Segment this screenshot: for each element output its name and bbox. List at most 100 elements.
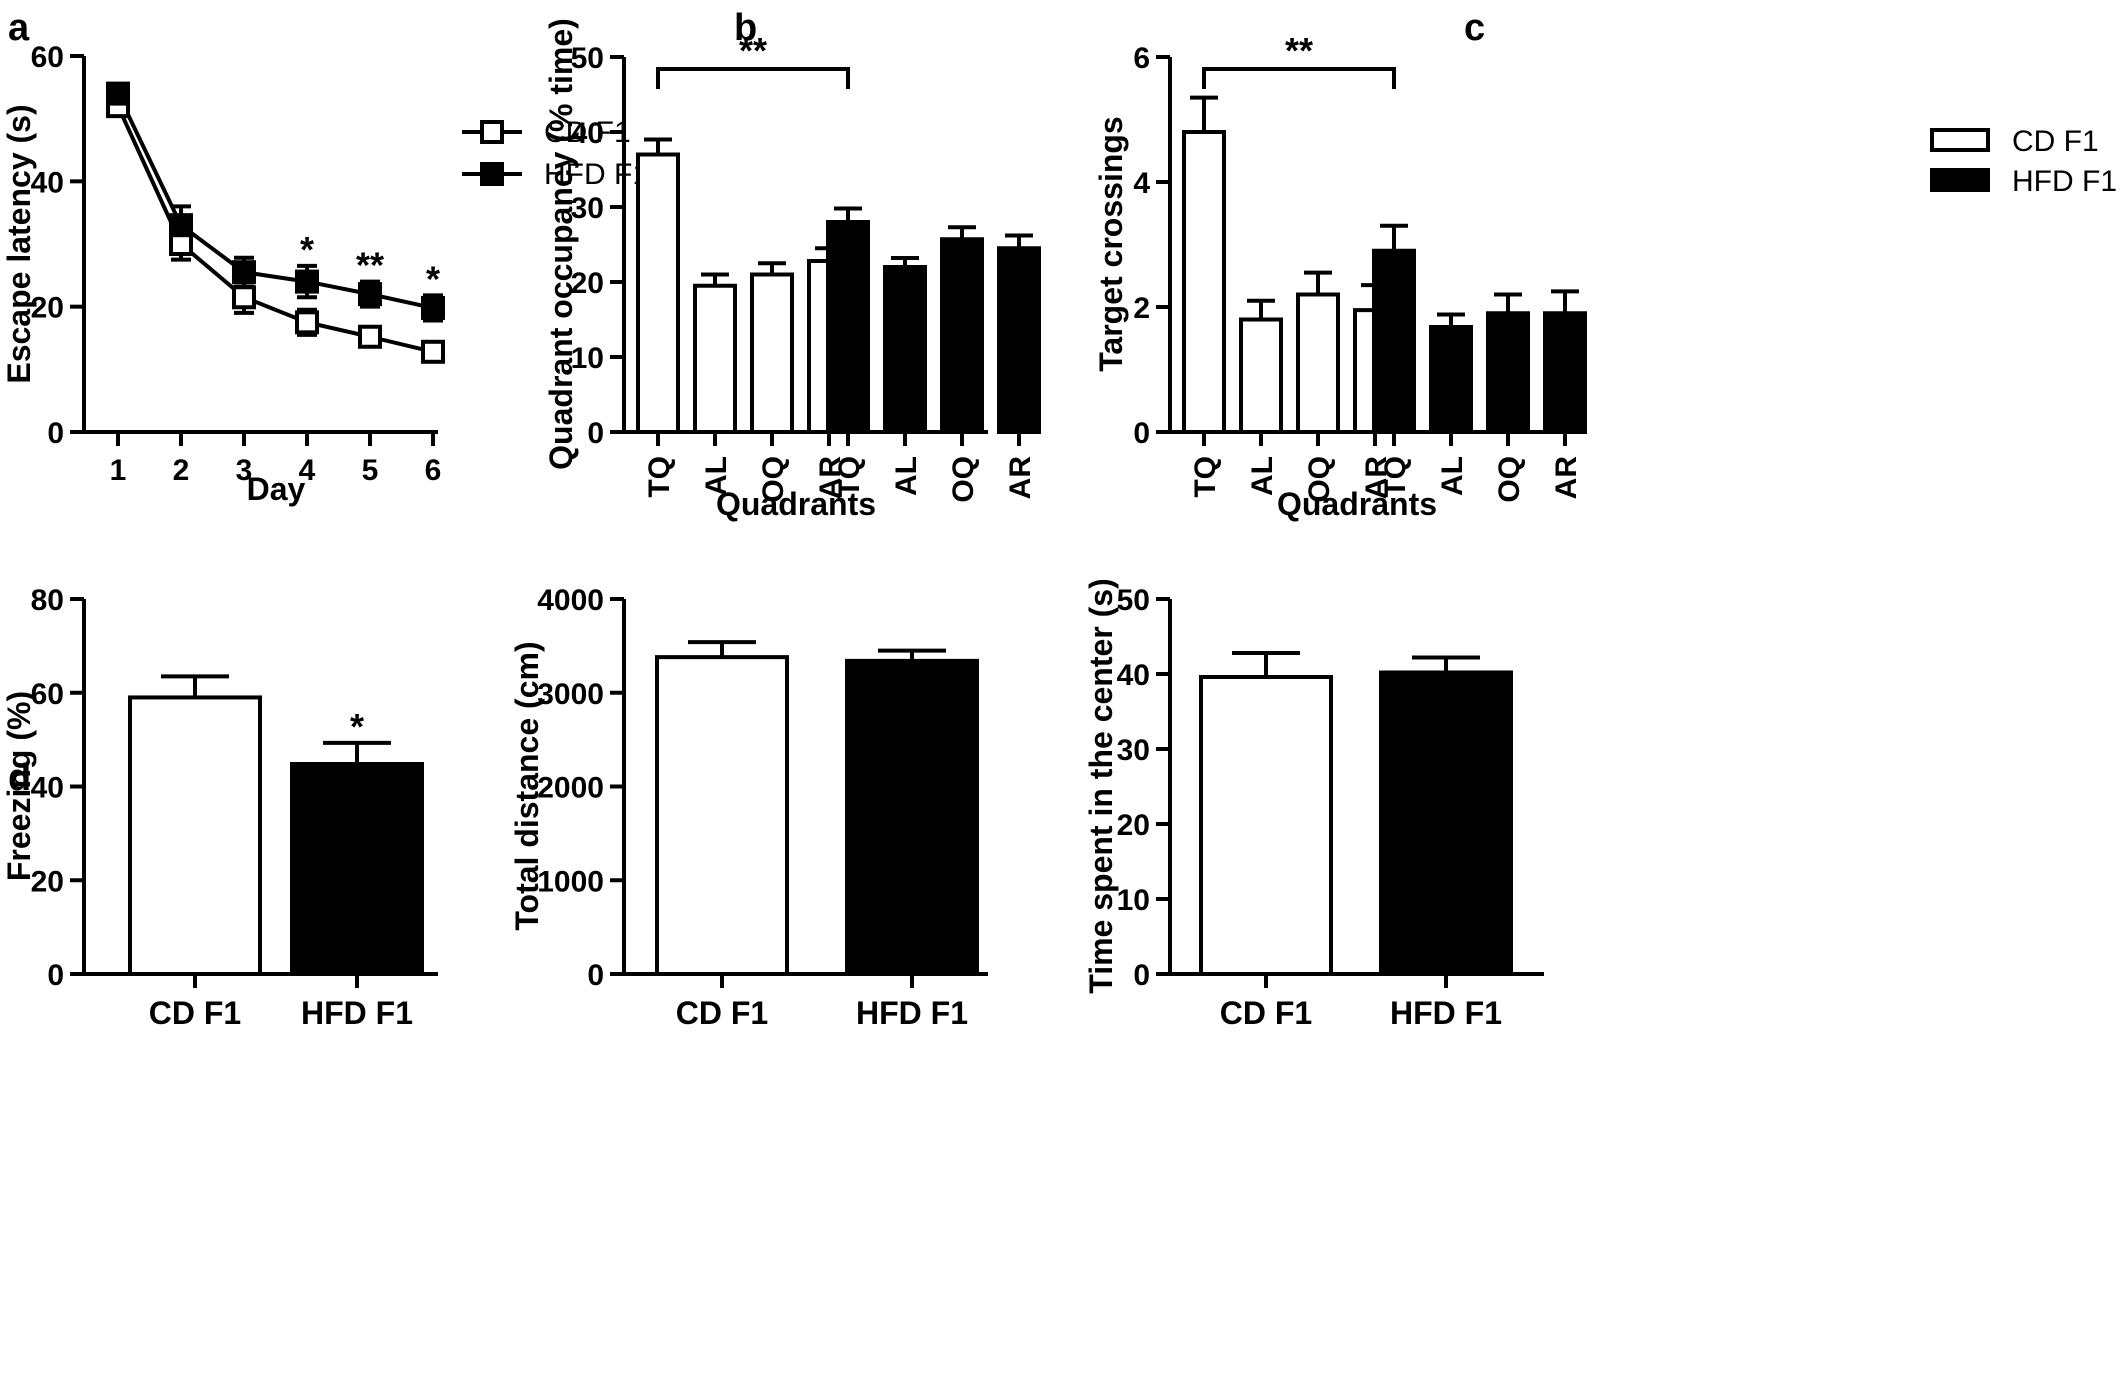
x-tick-label: TQ [833, 456, 866, 498]
significance-bracket [656, 67, 850, 89]
panel-label-c: c [1464, 7, 1485, 49]
y-axis-label: Quadrant occupancy (% time) [543, 18, 579, 470]
legend: CD F1 HFD F1 [1930, 125, 2117, 198]
bar-0-0 [1182, 130, 1226, 434]
data-point [295, 269, 319, 294]
legend-label: CD F1 [2012, 125, 2099, 158]
bar-1-0 [826, 220, 870, 434]
legend-marker [480, 120, 504, 144]
x-tick-label: 2 [173, 454, 190, 487]
x-tick-label: OQ [1303, 456, 1336, 503]
panel-label-d: d [8, 757, 31, 799]
bar-1-2 [940, 237, 984, 434]
x-tick-label: AR [1004, 456, 1037, 500]
x-tick-label: CD F1 [149, 995, 241, 1031]
significance-marker: * [426, 258, 440, 299]
bar-1-0 [1372, 248, 1416, 434]
panel-label-a: a [8, 7, 30, 49]
bar-1 [290, 762, 424, 976]
x-tick-label: AL [1246, 456, 1279, 496]
significance-bracket [1202, 67, 1396, 89]
x-tick-label: TQ [643, 456, 676, 498]
legend-marker [480, 162, 504, 186]
significance-marker: * [350, 706, 364, 747]
y-axis-label: Escape latency (s) [1, 104, 37, 383]
legend-swatch [1930, 168, 1990, 192]
x-tick-label: OQ [1493, 456, 1526, 503]
x-tick-label: 1 [110, 454, 127, 487]
y-tick-label: 4 [1133, 167, 1150, 200]
bar-0-1 [1239, 317, 1283, 434]
x-tick-label: HFD F1 [301, 995, 413, 1031]
y-tick-label: 20 [571, 267, 604, 300]
y-tick-label: 4000 [537, 584, 604, 617]
y-tick-label: 0 [587, 417, 604, 450]
data-point [106, 81, 130, 106]
bar-1-1 [1429, 325, 1473, 434]
x-tick-label: TQ [1379, 456, 1412, 498]
y-axis-label: Time spent in the center (s) [1083, 578, 1119, 994]
significance-marker: * [300, 229, 314, 270]
bar-1 [1379, 670, 1513, 976]
bar-0 [1199, 675, 1333, 976]
y-axis-label: Target crossings [1093, 116, 1129, 371]
x-tick-label: TQ [1189, 456, 1222, 498]
legend-label: HFD F1 [2012, 165, 2117, 198]
data-point [295, 310, 319, 335]
y-tick-label: 2 [1133, 292, 1150, 325]
bar-1-2 [1486, 311, 1530, 434]
legend-swatch [1930, 128, 1990, 152]
bar-0-2 [1296, 292, 1340, 434]
bar-0-0 [636, 152, 680, 434]
bar-1 [845, 658, 979, 976]
data-point [232, 260, 256, 285]
x-tick-label: AL [890, 456, 923, 496]
y-tick-label: 10 [571, 342, 604, 375]
y-tick-label: 10 [1117, 884, 1150, 917]
x-tick-label: AR [1550, 456, 1583, 500]
y-tick-label: 1000 [537, 865, 604, 898]
y-tick-label: 50 [571, 42, 604, 75]
data-point [169, 213, 193, 238]
x-tick-label: 3 [236, 454, 253, 487]
x-tick-label: AL [700, 456, 733, 496]
y-tick-label: 30 [1117, 734, 1150, 767]
data-point [421, 295, 445, 320]
x-axis-label: Day [247, 471, 306, 507]
bar-1-3 [1543, 311, 1587, 434]
x-tick-label: AR [814, 456, 847, 500]
x-tick-label: 4 [299, 454, 316, 487]
legend-label: HFD F1 [544, 158, 649, 191]
series-line-1 [116, 92, 434, 310]
panel-d-freezing-chart: d 0 20 40 60 80 Freezing (%) CD F1 HFD F1 * [1, 584, 438, 1031]
bar-0 [655, 655, 789, 976]
y-tick-label: 60 [31, 41, 64, 74]
y-tick-label: 0 [587, 959, 604, 992]
y-tick-label: 40 [571, 117, 604, 150]
x-tick-label: AL [1436, 456, 1469, 496]
y-tick-label: 3000 [537, 678, 604, 711]
y-tick-label: 30 [571, 192, 604, 225]
data-point [358, 282, 382, 307]
y-tick-label: 0 [1133, 959, 1150, 992]
x-tick-label: HFD F1 [1390, 995, 1502, 1031]
x-tick-label: OQ [947, 456, 980, 503]
bar-0 [128, 695, 262, 976]
y-tick-label: 40 [1117, 659, 1150, 692]
x-tick-label: HFD F1 [856, 995, 968, 1031]
y-axis-label: Freezing (%) [1, 691, 37, 881]
y-tick-label: 20 [31, 865, 64, 898]
y-tick-label: 40 [31, 772, 64, 805]
bar-0-1 [693, 283, 737, 434]
y-tick-label: 0 [47, 959, 64, 992]
x-tick-label: OQ [757, 456, 790, 503]
y-tick-label: 6 [1133, 42, 1150, 75]
y-tick-label: 80 [31, 584, 64, 617]
series-line-0 [116, 105, 434, 354]
y-axis-label: Total distance (cm) [509, 641, 545, 930]
